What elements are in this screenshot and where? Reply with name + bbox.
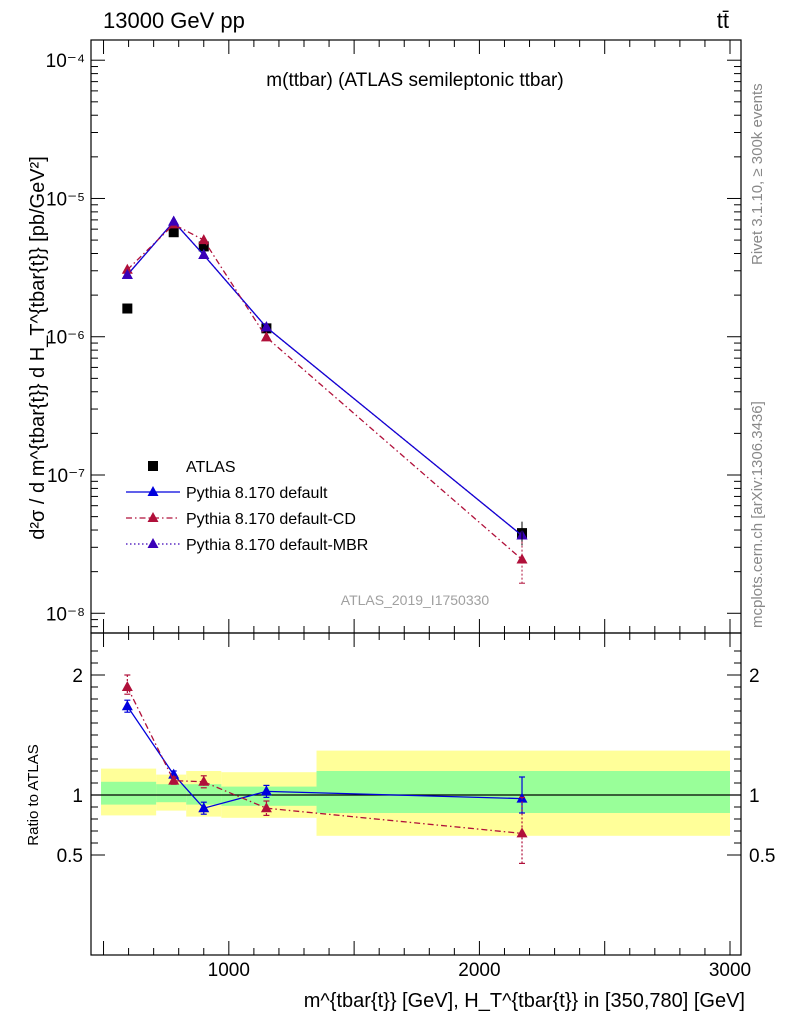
- ratio-line-1: [126, 686, 523, 835]
- main-ytick-label-2: 10⁻⁶: [46, 328, 85, 349]
- ratio-stat-band-0: [101, 781, 157, 805]
- legend-label-3: Pythia 8.170 default-MBR: [186, 537, 368, 554]
- series-line-3: [126, 220, 523, 537]
- main-y-axis-label: d²σ / d m^{tbar{t}} d H_T^{tbar{t}} [pb/…: [27, 156, 49, 540]
- series-2-point-2: [198, 234, 210, 245]
- ratio-point-1-4: [516, 827, 528, 838]
- ratio-stat-band-1: [156, 784, 187, 803]
- main-ytick-label-0: 10⁻⁸: [46, 604, 85, 625]
- ratio-stat-band-3: [221, 786, 317, 806]
- energy-label: 13000 GeV pp: [103, 8, 245, 33]
- ratio-point-1-1: [168, 774, 180, 785]
- atlas-point-0: [122, 303, 133, 314]
- ratio-ytick-label-right-1: 1: [749, 786, 760, 807]
- x-axis-label: m^{tbar{t}} [GeV], H_T^{tbar{t}} in [350…: [304, 990, 745, 1012]
- atlas-point-1: [168, 227, 179, 238]
- rivet-version-label: Rivet 3.1.10, ≥ 300k events: [749, 83, 766, 265]
- series-3-point-2: [198, 249, 210, 260]
- series-line-2: [126, 223, 523, 560]
- xtick-label-1: 2000: [458, 960, 500, 981]
- legend-marker-0: [148, 461, 158, 471]
- process-label: tt̄: [717, 8, 729, 33]
- ratio-point-1-2: [198, 775, 210, 786]
- ratio-stat-band-4: [316, 771, 730, 813]
- legend: ATLAS Pythia 8.170 default Pythia 8.170 de…: [126, 459, 368, 554]
- ratio-panel-frame: [90, 632, 742, 956]
- ratio-y-axis-label: Ratio to ATLAS: [25, 744, 42, 845]
- legend-label-0: ATLAS: [186, 459, 236, 476]
- legend-marker-2: [147, 512, 159, 522]
- series-3-point-3: [260, 321, 272, 332]
- analysis-watermark: ATLAS_2019_I1750330: [341, 592, 490, 608]
- ratio-panel-series: [121, 674, 528, 865]
- main-ytick-label-1: 10⁻⁷: [47, 466, 85, 487]
- ratio-point-1-3: [260, 802, 272, 813]
- ratio-point-1-0: [121, 681, 133, 691]
- xtick-label-2: 3000: [709, 960, 751, 981]
- axes: 10⁻⁸ 10⁻⁷ 10⁻⁶ 10⁻⁵ 10⁻⁴ 0.5 0.5 1 1 2 2 1000 2000 30…: [46, 39, 775, 981]
- ratio-ytick-label-1: 1: [72, 786, 83, 807]
- atlas-point-2: [198, 241, 209, 252]
- legend-marker-3: [147, 538, 159, 548]
- legend-marker-1: [147, 486, 159, 496]
- ratio-point-0-0: [121, 700, 133, 711]
- ratio-ytick-label-0: 0.5: [57, 846, 83, 867]
- ratio-ytick-label-2: 2: [72, 666, 83, 687]
- legend-label-2: Pythia 8.170 default-CD: [186, 511, 356, 528]
- ratio-point-0-3: [260, 785, 272, 796]
- legend-label-1: Pythia 8.170 default: [186, 485, 328, 502]
- series-3-point-1: [168, 215, 180, 226]
- ratio-ytick-label-right-0: 0.5: [749, 846, 775, 867]
- main-panel-series: [121, 215, 528, 584]
- main-ytick-label-4: 10⁻⁴: [46, 51, 85, 72]
- main-ytick-label-3: 10⁻⁵: [46, 189, 85, 210]
- series-2-point-3: [260, 331, 272, 342]
- mcplots-source-label: mcplots.cern.ch [arXiv:1306.3436]: [749, 401, 766, 628]
- plot-title: m(ttbar) (ATLAS semileptonic ttbar): [266, 70, 563, 91]
- ratio-ytick-label-right-2: 2: [749, 666, 760, 687]
- xtick-label-0: 1000: [208, 960, 250, 981]
- ratio-point-0-2: [198, 802, 210, 813]
- series-3-point-0: [121, 268, 133, 279]
